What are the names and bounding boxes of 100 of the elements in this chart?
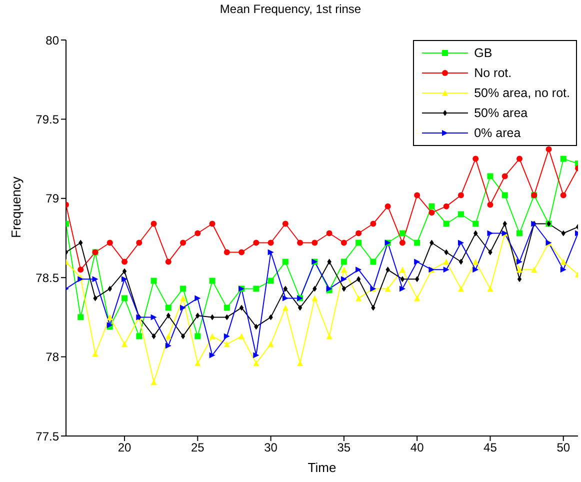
point	[150, 220, 157, 227]
point	[282, 295, 288, 302]
point	[180, 333, 186, 340]
point	[122, 295, 128, 302]
point	[268, 240, 274, 246]
x-tick-label: 30	[264, 440, 278, 455]
point	[122, 258, 128, 265]
point	[356, 266, 362, 273]
point	[165, 304, 172, 311]
point	[209, 220, 216, 227]
point	[340, 276, 347, 282]
point	[165, 342, 172, 349]
point	[472, 266, 479, 273]
point	[253, 286, 260, 292]
point	[340, 240, 347, 246]
point	[224, 314, 230, 320]
point	[253, 352, 260, 358]
point	[180, 240, 186, 246]
point	[384, 203, 391, 210]
point	[224, 249, 230, 256]
x-tick-label: 25	[190, 440, 205, 455]
point	[268, 278, 274, 284]
y-tick-label: 78.5	[36, 270, 60, 285]
point	[282, 304, 288, 311]
point	[487, 202, 494, 208]
point	[283, 286, 288, 292]
point	[298, 304, 302, 311]
point	[400, 276, 405, 282]
point	[458, 258, 464, 265]
point	[458, 240, 464, 246]
legend-label: 50% area, no rot.	[474, 86, 570, 100]
point	[516, 156, 522, 162]
point	[122, 276, 128, 282]
point	[414, 276, 420, 282]
point	[238, 249, 245, 256]
y-axis-title: Frequency	[8, 176, 24, 238]
point	[312, 240, 318, 246]
chart-title: Mean Frequency, 1st rinse	[218, 2, 362, 16]
point	[546, 146, 552, 152]
y-tick-label: 78	[46, 350, 60, 364]
point	[516, 266, 522, 273]
point	[253, 240, 260, 246]
point	[414, 240, 420, 246]
point	[92, 276, 98, 282]
point	[224, 304, 230, 311]
point	[209, 278, 216, 284]
point	[224, 341, 230, 348]
point	[560, 266, 566, 273]
point	[297, 360, 304, 366]
point	[106, 314, 113, 320]
point	[487, 286, 494, 292]
y-tick-label: 79.5	[36, 112, 60, 126]
legend-label: GB	[474, 46, 492, 60]
point	[312, 295, 318, 302]
y-tick-label: 79	[46, 192, 60, 206]
point	[472, 156, 479, 162]
point	[370, 258, 376, 265]
legend-label: 0% area	[474, 126, 521, 140]
point	[414, 258, 420, 265]
point	[238, 333, 245, 340]
legend-label: No rot.	[474, 66, 512, 80]
point	[414, 192, 420, 198]
point	[78, 266, 84, 273]
point	[414, 295, 420, 302]
y-tick-label: 77.5	[36, 429, 60, 444]
x-tick-label: 35	[337, 440, 351, 455]
point	[209, 333, 216, 340]
point	[502, 173, 508, 180]
point	[150, 278, 157, 284]
point	[136, 240, 142, 246]
point	[342, 286, 346, 292]
legend-label: 50% area	[474, 106, 528, 120]
point	[150, 314, 157, 320]
point	[399, 240, 406, 246]
point	[399, 266, 406, 273]
point	[78, 314, 84, 320]
point	[560, 156, 566, 162]
point	[180, 295, 186, 302]
point	[209, 352, 216, 358]
point	[340, 258, 347, 265]
point	[458, 211, 464, 218]
point	[165, 333, 172, 340]
point	[282, 220, 288, 227]
point	[92, 350, 98, 357]
point	[122, 268, 127, 274]
point	[560, 192, 566, 198]
point	[428, 203, 435, 210]
point	[443, 203, 450, 210]
point	[487, 173, 494, 180]
point	[516, 230, 522, 236]
point	[150, 379, 157, 386]
x-tick-label: 45	[484, 440, 498, 455]
point	[356, 230, 362, 236]
point	[428, 210, 435, 216]
point	[180, 286, 186, 292]
point	[224, 333, 230, 340]
point	[282, 258, 288, 265]
point	[340, 266, 347, 273]
point	[472, 220, 479, 227]
point	[165, 258, 172, 265]
